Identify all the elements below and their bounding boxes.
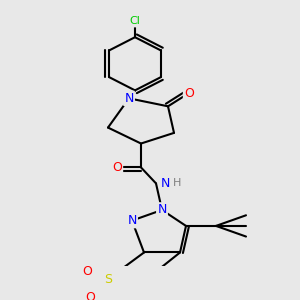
Text: O: O xyxy=(85,291,95,300)
Text: O: O xyxy=(112,161,122,174)
Text: N: N xyxy=(124,92,134,105)
Text: N: N xyxy=(157,203,167,217)
Text: N: N xyxy=(160,177,170,190)
Text: H: H xyxy=(173,178,181,188)
Text: O: O xyxy=(82,265,92,278)
Text: N: N xyxy=(127,214,137,227)
Text: O: O xyxy=(184,86,194,100)
Text: S: S xyxy=(104,273,112,286)
Text: Cl: Cl xyxy=(130,16,140,26)
